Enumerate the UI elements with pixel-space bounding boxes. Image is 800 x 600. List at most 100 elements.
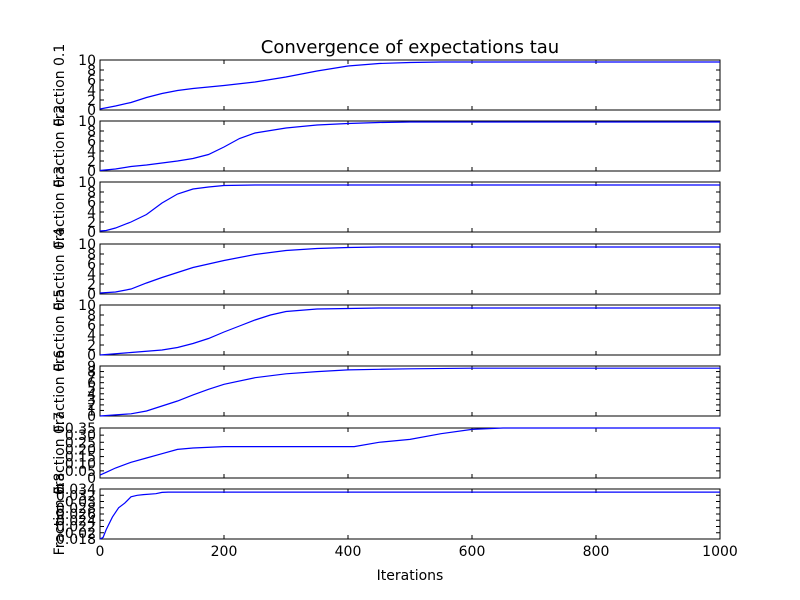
x-axis: 0 200 400 600 800 1000	[96, 544, 738, 560]
subplot-frame	[99, 181, 721, 233]
x-tick-label: 1000	[702, 544, 738, 560]
y-tick-label: 0	[87, 471, 96, 487]
series-line	[99, 427, 720, 476]
y-tick-label: 0.018	[56, 532, 96, 548]
y-tick-label: 4	[87, 205, 96, 221]
subplot-frame	[99, 427, 721, 479]
y-tick-label: 2	[87, 277, 96, 293]
y-tick-label: 9	[87, 359, 96, 375]
y-tick-label: 0.032	[56, 488, 96, 504]
y-tick-label: 0.028	[56, 501, 96, 517]
y-axis-label: Fraction 0.5	[52, 289, 68, 372]
y-tick-label: 6	[87, 257, 96, 273]
y-tick-label: 8	[87, 63, 96, 79]
y-tick-label: 0.30	[65, 428, 96, 444]
y-tick-label: 6	[87, 376, 96, 392]
y-tick-label: 2	[87, 398, 96, 414]
y-axis-label: Fraction 0.8	[52, 473, 68, 556]
y-tick-label: 1	[87, 403, 96, 419]
y-tick-label: 0.034	[56, 482, 96, 498]
y-tick-label: 0.15	[65, 450, 96, 466]
x-tick-label: 400	[335, 544, 362, 560]
y-tick-label: 6	[87, 195, 96, 211]
y-tick-label: 0	[87, 103, 96, 119]
y-tick-label: 4	[87, 328, 96, 344]
y-tick-label: 2	[87, 93, 96, 109]
y-tick-label: 0	[87, 409, 96, 425]
y-tick-label: 6	[87, 134, 96, 150]
series-line	[99, 61, 720, 110]
y-tick-label: 6	[87, 318, 96, 334]
series-line	[99, 367, 720, 417]
x-tick-label: 0	[96, 544, 105, 560]
subplot-frame	[99, 365, 721, 417]
y-tick-label: 0	[87, 287, 96, 303]
y-tick-label: 0.25	[65, 435, 96, 451]
y-tick-label: 7	[87, 370, 96, 386]
y-axis-label: Fraction 0.3	[52, 166, 68, 249]
y-tick-label: 6	[87, 73, 96, 89]
y-axis-label: Fraction 0.4	[52, 228, 68, 311]
x-tick-label: 800	[583, 544, 610, 560]
y-tick-label: 4	[87, 387, 96, 403]
series-line	[99, 307, 720, 356]
y-tick-label: 0.05	[65, 464, 96, 480]
y-axis-label: Fraction 0.1	[52, 44, 68, 127]
y-tick-label: 10	[78, 53, 96, 69]
y-tick-label: 4	[87, 144, 96, 160]
x-tick-label: 200	[211, 544, 238, 560]
subplot-frame	[99, 59, 721, 111]
y-tick-label: 2	[87, 154, 96, 170]
y-tick-label: 0.02	[65, 526, 96, 542]
y-tick-label: 3	[87, 392, 96, 408]
y-tick-label: 4	[87, 267, 96, 283]
y-tick-label: 2	[87, 215, 96, 231]
y-tick-label: 8	[87, 365, 96, 381]
subplot-frame	[99, 243, 721, 295]
series-line	[99, 246, 720, 294]
y-tick-label: 10	[78, 114, 96, 130]
y-axis-label: Fraction 0.7	[52, 412, 68, 495]
subplot-frame	[99, 120, 721, 172]
y-tick-label: 10	[78, 175, 96, 191]
y-tick-label: 10	[78, 298, 96, 314]
y-axis-label: Fraction 0.6	[52, 350, 68, 433]
y-tick-label: 8	[87, 185, 96, 201]
y-tick-label: 0	[87, 164, 96, 180]
y-tick-label: 0.35	[65, 421, 96, 437]
y-tick-label: 0	[87, 225, 96, 241]
y-tick-label: 8	[87, 308, 96, 324]
subplot-8: 0.0180.020.0220.0240.0260.0280.030.0320.…	[52, 473, 721, 556]
y-tick-label: 0	[87, 348, 96, 364]
y-tick-label: 0.022	[56, 520, 96, 536]
y-tick-label: 4	[87, 83, 96, 99]
x-tick-label: 600	[459, 544, 486, 560]
y-tick-label: 8	[87, 124, 96, 140]
subplot-frame	[99, 488, 721, 540]
series-line	[99, 121, 720, 172]
y-tick-label: 0.024	[56, 513, 96, 529]
chart-title: Convergence of expectations tau	[261, 37, 559, 58]
y-tick-label: 0.10	[65, 457, 96, 473]
y-axis-label: Fraction 0.2	[52, 105, 68, 188]
subplot-frame	[99, 304, 721, 356]
series-line	[99, 184, 720, 232]
y-tick-label: 0.03	[65, 495, 96, 511]
y-tick-label: 8	[87, 247, 96, 263]
y-tick-label: 0.20	[65, 442, 96, 458]
y-tick-label: 10	[78, 237, 96, 253]
y-tick-label: 5	[87, 381, 96, 397]
series-line	[99, 491, 720, 540]
y-tick-label: 2	[87, 338, 96, 354]
x-axis-label: Iterations	[377, 568, 444, 584]
y-tick-label: 0.026	[56, 507, 96, 523]
